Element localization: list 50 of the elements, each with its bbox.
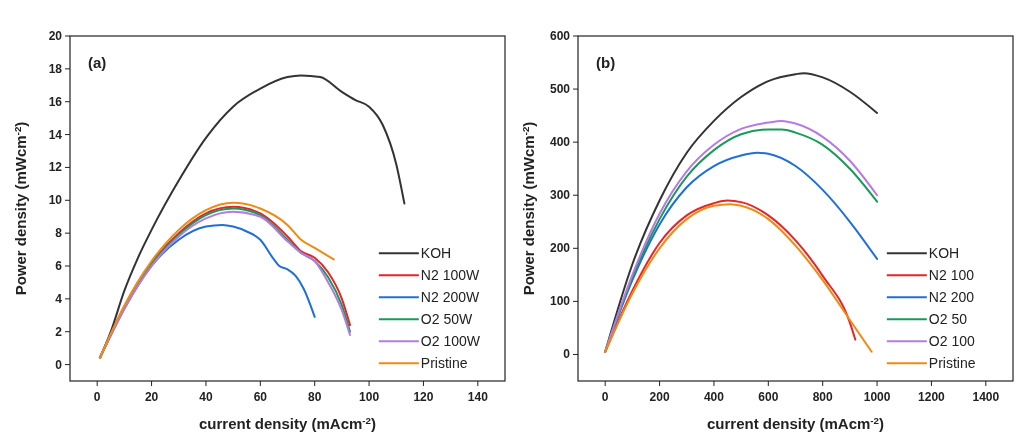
y-tick-label: 100 xyxy=(549,294,571,309)
x-tick-label: 40 xyxy=(199,390,213,404)
y-tick-label: 16 xyxy=(48,94,63,109)
legend-label: O2 50W xyxy=(420,311,473,328)
x-tick-label: 20 xyxy=(144,390,159,404)
legend-label: N2 200W xyxy=(420,289,480,306)
y-tick-label: 400 xyxy=(549,135,571,150)
annotation: (b) xyxy=(596,54,616,71)
y-tick-label: 8 xyxy=(55,226,63,241)
legend-label: N2 200 xyxy=(928,289,975,306)
x-tick-label: 1400 xyxy=(972,390,1000,404)
x-axis-title: current density (mAcm$^{-2}$) xyxy=(706,414,885,432)
x-tick-label: 1200 xyxy=(918,390,946,404)
legend-label: O2 50 xyxy=(928,311,968,328)
y-tick-label: 12 xyxy=(48,160,63,175)
x-tick-label: 140 xyxy=(467,390,489,404)
x-axis-title: current density (mAcm$^{-2}$) xyxy=(198,414,377,432)
y-tick-label: 0 xyxy=(55,357,63,372)
x-tick-label: 800 xyxy=(812,390,834,404)
y-tick-label: 2 xyxy=(55,324,63,339)
x-tick-label: 200 xyxy=(649,390,670,404)
legend-label: O2 100W xyxy=(420,333,481,350)
legend-label: Pristine xyxy=(420,355,468,372)
x-tick-label: 0 xyxy=(601,390,609,404)
legend-label: N2 100 xyxy=(928,267,975,284)
y-tick-label: 14 xyxy=(48,127,63,142)
y-tick-label: 10 xyxy=(48,193,63,208)
legend-label: O2 100 xyxy=(928,333,975,350)
y-tick-label: 0 xyxy=(563,347,571,362)
x-tick-label: 80 xyxy=(308,390,322,404)
y-tick-label: 18 xyxy=(48,61,63,76)
y-tick-label: 600 xyxy=(549,29,571,43)
annotation: (a) xyxy=(88,54,107,71)
x-tick-label: 60 xyxy=(253,390,268,404)
legend-label: KOH xyxy=(928,245,960,262)
legend-label: N2 100W xyxy=(420,267,480,284)
legend-label: KOH xyxy=(420,245,452,262)
y-tick-label: 20 xyxy=(48,29,63,43)
x-tick-label: 100 xyxy=(359,390,380,404)
y-tick-label: 500 xyxy=(549,82,571,97)
x-tick-label: 120 xyxy=(413,390,434,404)
x-tick-label: 1000 xyxy=(863,390,891,404)
y-tick-label: 4 xyxy=(55,291,63,306)
y-tick-label: 6 xyxy=(55,259,63,273)
y-tick-label: 300 xyxy=(549,188,571,203)
x-tick-label: 0 xyxy=(93,390,101,404)
x-tick-label: 600 xyxy=(758,390,779,404)
y-tick-label: 200 xyxy=(549,241,571,256)
legend-label: Pristine xyxy=(928,355,976,372)
x-tick-label: 400 xyxy=(703,390,725,404)
